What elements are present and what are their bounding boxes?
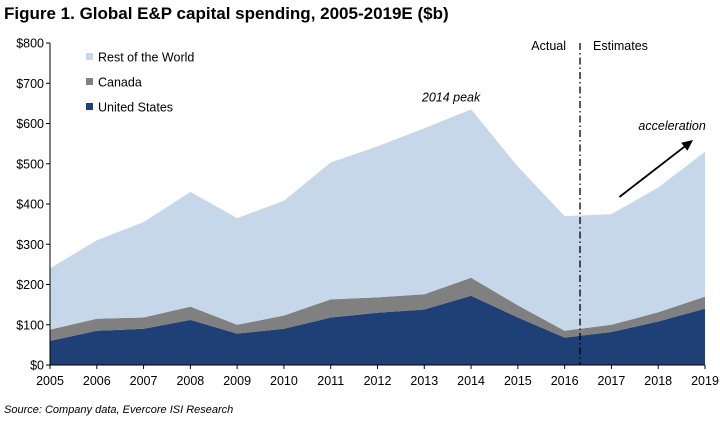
y-tick-label: $700 <box>16 77 44 91</box>
y-tick-label: $800 <box>16 37 44 51</box>
acceleration-arrow <box>618 144 688 198</box>
legend-label-canada: Canada <box>98 76 142 90</box>
x-tick-label: 2007 <box>130 374 158 388</box>
x-tick-label: 2014 <box>457 374 485 388</box>
legend-swatch-united-states <box>86 103 93 110</box>
x-tick-label: 2008 <box>176 374 204 388</box>
x-tick-label: 2011 <box>317 374 344 388</box>
legend-swatch-canada <box>86 78 93 85</box>
y-tick-label: $400 <box>16 198 44 212</box>
x-tick-label: 2012 <box>364 374 392 388</box>
y-tick-label: $300 <box>16 238 44 252</box>
legend-label-united-states: United States <box>98 101 173 115</box>
estimates-label: Estimates <box>593 39 648 53</box>
acceleration-annotation: acceleration <box>638 119 705 133</box>
legend-label-rest-of-the-world: Rest of the World <box>98 51 194 65</box>
actual-label: Actual <box>531 39 566 53</box>
annotations-group: Actual Estimates 2014 peak acceleration <box>421 39 706 365</box>
y-tick-label: $0 <box>30 359 44 373</box>
tick-labels-group: $0 $100 $200 $300 $400 $500 $600 $700 $800 2005 20… <box>16 37 719 389</box>
area-series-group <box>50 109 705 365</box>
x-tick-label: 2015 <box>504 374 532 388</box>
x-tick-label: 2017 <box>598 374 626 388</box>
area-rest-of-the-world <box>50 109 705 331</box>
source-note: Source: Company data, Evercore ISI Resea… <box>4 404 234 416</box>
x-tick-label: 2016 <box>551 374 579 388</box>
area-united-states <box>50 295 705 365</box>
x-tick-label: 2018 <box>644 374 672 388</box>
x-tick-label: 2009 <box>223 374 251 388</box>
y-tick-label: $200 <box>16 278 44 292</box>
y-tick-label: $600 <box>16 117 44 131</box>
x-tick-label: 2019 <box>691 374 719 388</box>
legend: Rest of the World Canada United States <box>86 51 194 115</box>
y-tick-label: $100 <box>16 318 44 332</box>
x-tick-label: 2005 <box>36 374 64 388</box>
peak-annotation: 2014 peak <box>421 90 481 104</box>
y-tick-label: $500 <box>16 157 44 171</box>
area-canada <box>50 277 705 341</box>
x-tick-label: 2006 <box>83 374 111 388</box>
axes-group <box>46 42 706 369</box>
x-tick-label: 2010 <box>270 374 298 388</box>
acceleration-arrow-head <box>681 140 693 151</box>
chart-title: Figure 1. Global E&P capital spending, 2… <box>4 4 449 23</box>
legend-swatch-rest-of-the-world <box>86 53 93 60</box>
x-tick-label: 2013 <box>410 374 438 388</box>
